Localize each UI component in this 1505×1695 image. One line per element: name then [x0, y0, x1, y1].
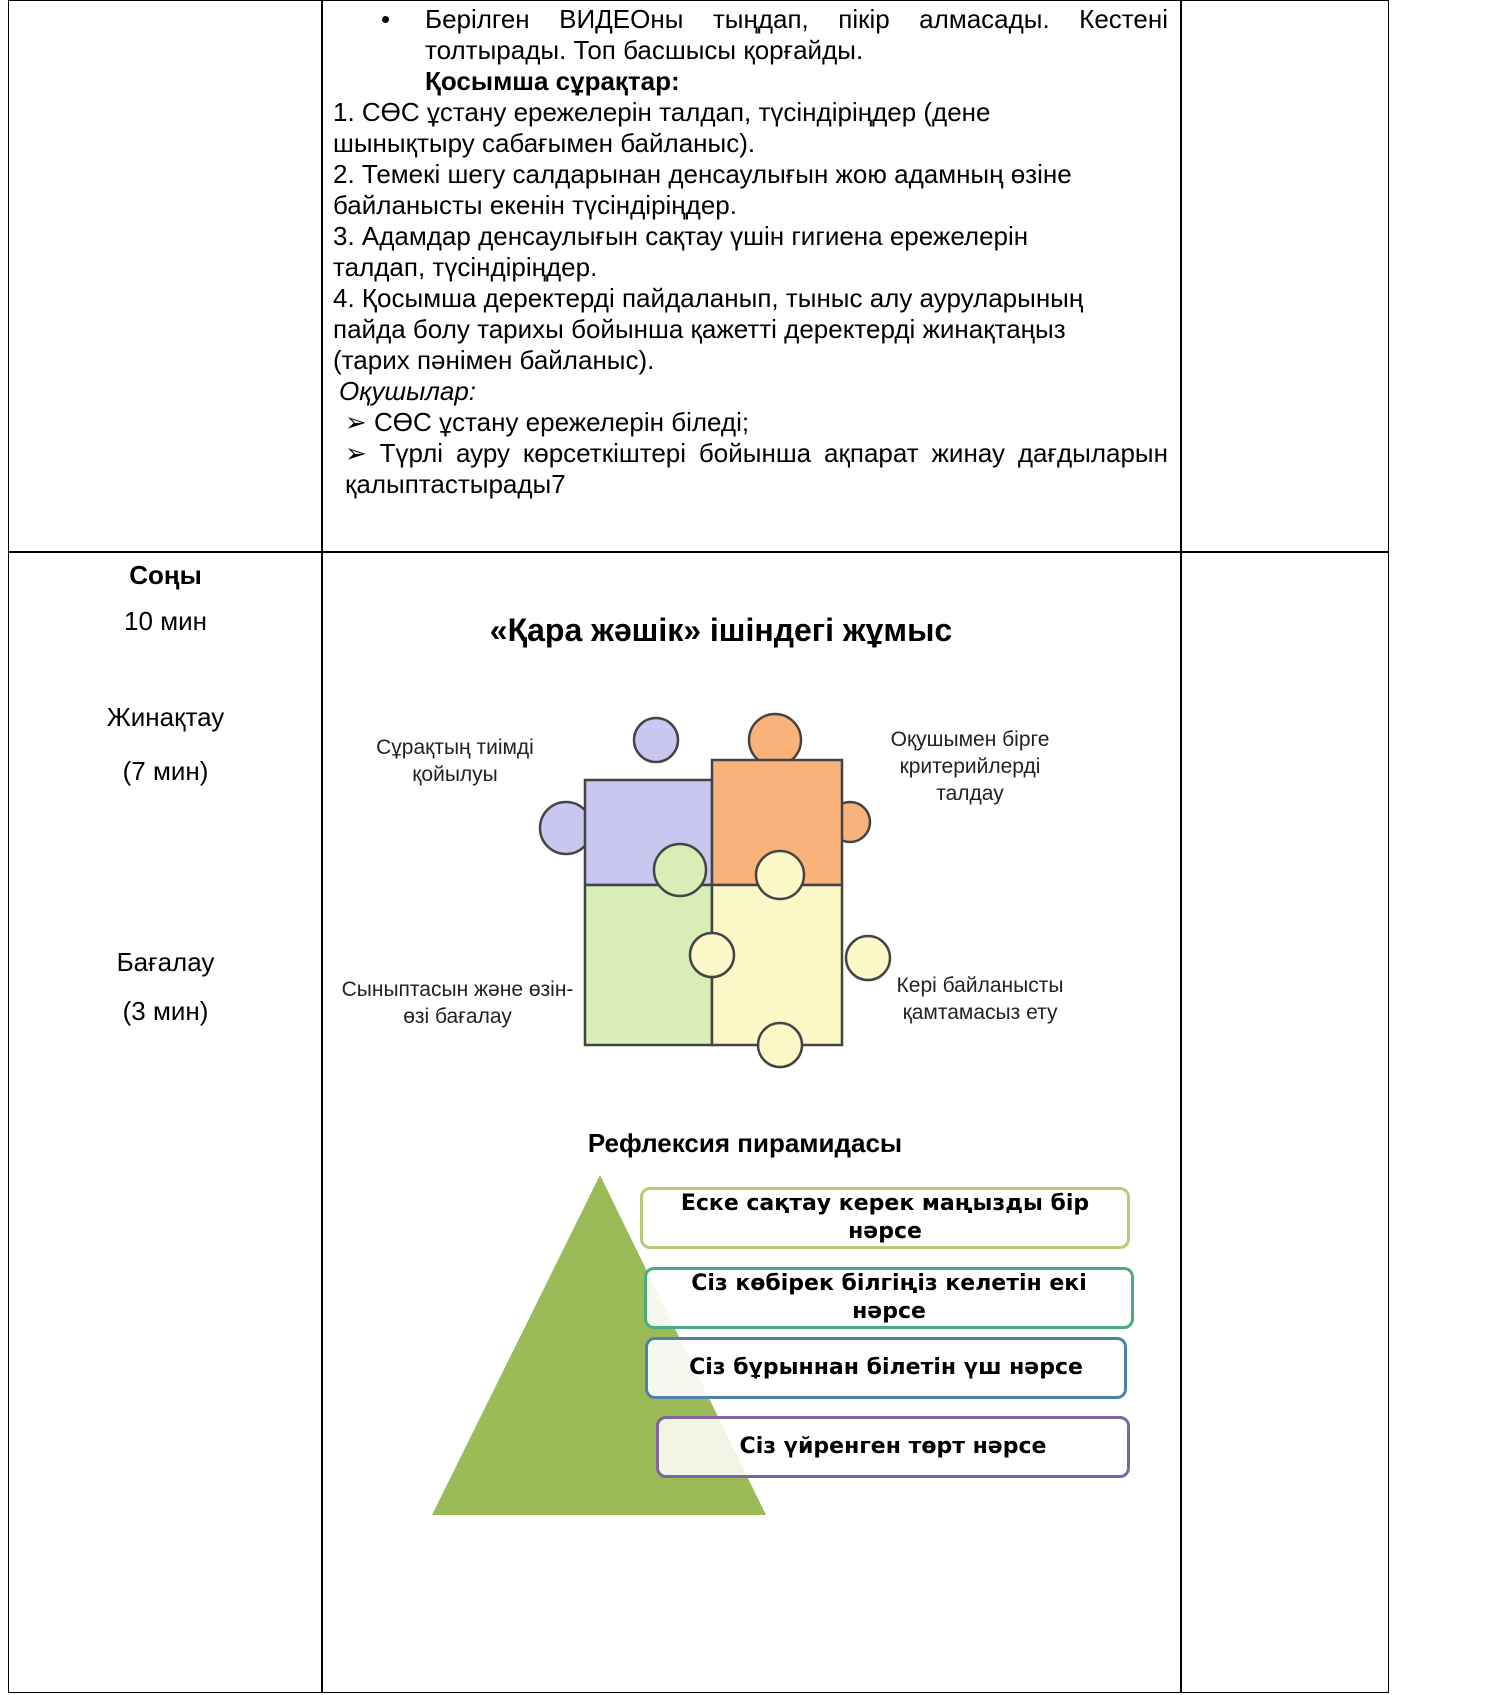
puzzle-label: Сұрақтың тиімді қойылуы [376, 736, 534, 786]
question: 2. Темекі шегу салдарынан денсаулығын жо… [333, 159, 1072, 220]
outcome: ➢ СӨС ұстану ережелерін біледі; [345, 407, 750, 437]
questions: 1. СӨС ұстану ережелерін талдап, түсінді… [333, 97, 1123, 376]
puzzle [538, 712, 892, 1069]
left-label: Соңы [129, 560, 202, 590]
pyramid-level: Сіз көбірек білгіңіз келетін екі нәрсе [644, 1267, 1134, 1329]
cell [1180, 0, 1389, 553]
pyramid-title: Рефлексия пирамидасы [587, 1128, 903, 1158]
outcomes: ➢ СӨС ұстану ережелерін біледі; ➢ Түрлі а… [333, 407, 1168, 500]
cell [8, 551, 323, 1693]
figure-title: «Қара жәшік» ішіндегі жұмыс [489, 612, 953, 648]
pyramid-level: Еске сақтау керек маңызды бір нәрсе [640, 1187, 1130, 1249]
bullet-text: Берілген ВИДЕОны тыңдап, пікір алмасады.… [425, 4, 1168, 65]
left-label: Жинақтау [106, 702, 225, 732]
puzzle-label: Кері байланысты қамтамасыз ету [896, 974, 1064, 1024]
cell [8, 0, 323, 553]
puzzle-label: Оқушымен бірге критерийлерді талдау [890, 728, 1050, 805]
left-label: (7 мин) [122, 756, 209, 786]
left-label: Бағалау [116, 947, 215, 977]
pyramid-level: Сіз үйренген төрт нәрсе [656, 1416, 1130, 1478]
cell [321, 0, 1182, 553]
left-label: 10 мин [124, 606, 207, 636]
left-label: (3 мин) [122, 996, 209, 1026]
bullet-item: • Берілген ВИДЕОны тыңдап, пікір алмасады… [381, 4, 1168, 65]
pyramid-level: Сіз бұрыннан білетін үш нәрсе [645, 1337, 1127, 1399]
question: 1. СӨС ұстану ережелерін талдап, түсінді… [333, 97, 991, 158]
heading: Оқушылар: [339, 376, 477, 406]
cell [1180, 551, 1389, 1693]
outcome-text: СӨС ұстану ережелерін біледі; [374, 407, 750, 437]
outcome-text: Түрлі ауру көрсеткіштері бойынша ақпарат… [345, 438, 1168, 499]
heading: Қосымша сұрақтар: [425, 66, 680, 96]
middle-text: • Берілген ВИДЕОны тыңдап, пікір алмасады… [333, 4, 1168, 500]
cell [321, 551, 1182, 1693]
question: 4. Қосымша деректерді пайдаланып, тыныс … [333, 283, 1084, 375]
puzzle-label: Сыныптасын және өзін-өзі бағалау [341, 978, 574, 1028]
outcome: ➢ Түрлі ауру көрсеткіштері бойынша ақпар… [345, 438, 1168, 499]
question: 3. Адамдар денсаулығын сақтау үшін гигие… [333, 221, 1029, 282]
